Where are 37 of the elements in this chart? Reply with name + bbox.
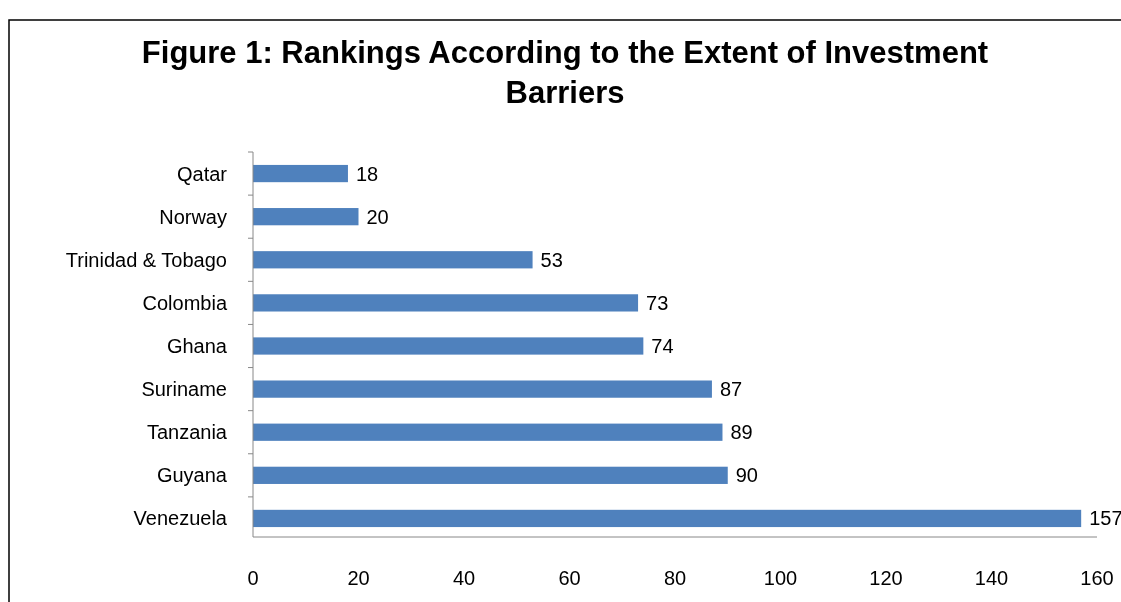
data-label: 89 <box>730 421 753 444</box>
data-label: 53 <box>540 248 563 271</box>
bar <box>253 208 359 226</box>
data-label: 73 <box>646 291 669 314</box>
bar <box>253 294 639 312</box>
bar <box>253 509 1082 528</box>
y-tick-label: Qatar <box>176 162 228 185</box>
y-tick-label: Venezuela <box>133 507 228 530</box>
y-tick-label: Guyana <box>156 464 228 487</box>
chart-title: Figure 1: Rankings According to the Extent of Investment Barriers <box>141 35 989 110</box>
bar <box>253 380 712 398</box>
data-label: 20 <box>366 205 389 228</box>
x-tick-label: 80 <box>663 567 687 589</box>
x-tick-label: 100 <box>763 567 798 589</box>
x-tick-label: 160 <box>1080 567 1114 589</box>
bar <box>253 337 644 355</box>
data-label: 90 <box>735 464 758 487</box>
bar <box>253 164 348 183</box>
data-label: 87 <box>719 378 743 401</box>
x-tick-label: 60 <box>558 567 581 589</box>
data-label: 18 <box>355 162 379 185</box>
bar <box>253 466 728 484</box>
bar <box>253 423 723 441</box>
bar <box>253 251 533 269</box>
y-tick-label: Tanzania <box>146 421 228 444</box>
y-tick-label: Colombia <box>142 291 228 314</box>
x-tick-label: 120 <box>869 567 903 589</box>
x-tick-label: 140 <box>974 567 1009 589</box>
data-label: 157 <box>1089 507 1121 530</box>
y-tick-label: Suriname <box>141 378 227 401</box>
y-tick-label: Trinidad & Tobago <box>65 248 227 271</box>
x-tick-label: 20 <box>347 567 370 589</box>
y-tick-label: Ghana <box>166 335 228 357</box>
data-label: 74 <box>651 335 674 357</box>
x-tick-label: 40 <box>452 567 476 589</box>
y-tick-label: Norway <box>159 205 227 228</box>
x-tick-label: 0 <box>247 567 259 589</box>
